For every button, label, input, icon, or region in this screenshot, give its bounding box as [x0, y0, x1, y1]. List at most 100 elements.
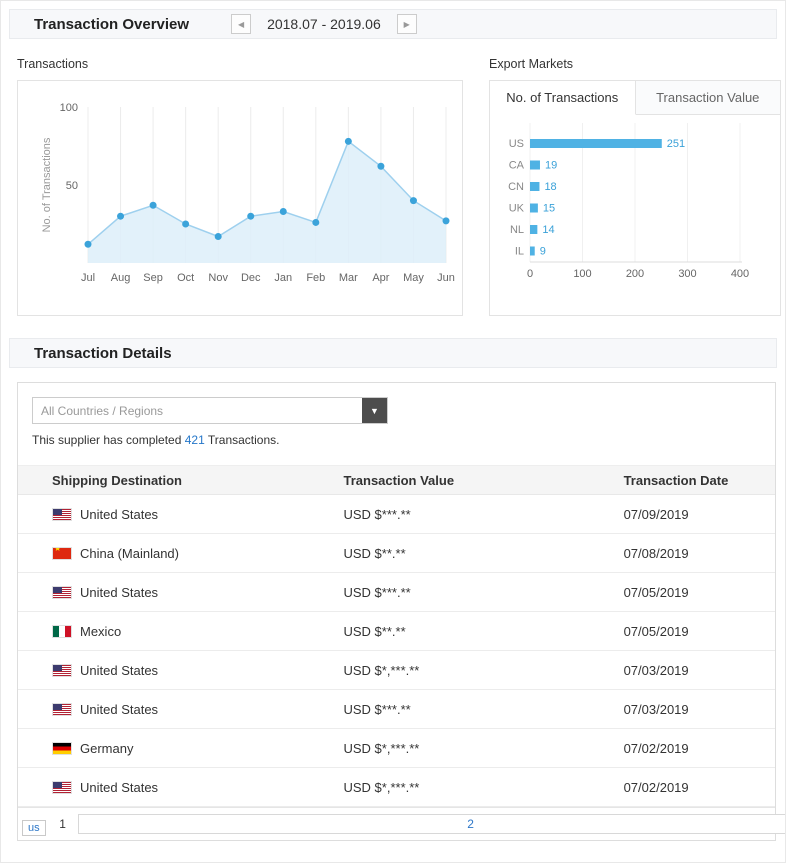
- country-name: United States: [80, 701, 159, 717]
- svg-text:15: 15: [543, 203, 555, 215]
- transaction-value: USD $*,***.**: [343, 650, 624, 690]
- transaction-date: 07/02/2019: [623, 767, 775, 807]
- transactions-summary: This supplier has completed 421 Transact…: [32, 433, 761, 447]
- country-name: Mexico: [80, 623, 122, 639]
- tab-transaction-value[interactable]: Transaction Value: [656, 90, 760, 105]
- country-flag-us: [52, 507, 72, 521]
- svg-text:Nov: Nov: [208, 272, 228, 284]
- summary-suffix: Transactions.: [204, 433, 280, 447]
- svg-text:Apr: Apr: [372, 272, 389, 284]
- transactions-chart-panel: Transactions 50 100 Jul Aug Sep Oct Nov Dec Jan F…: [17, 57, 463, 316]
- details-title: Transaction Details: [34, 344, 172, 362]
- svg-text:9: 9: [540, 246, 546, 258]
- page-button-2[interactable]: 2: [77, 814, 785, 834]
- svg-text:100: 100: [573, 268, 591, 280]
- svg-text:Sep: Sep: [143, 272, 163, 284]
- table-row: Germany USD $*,***.** 07/02/2019: [18, 728, 775, 768]
- svg-text:100: 100: [60, 102, 78, 114]
- table-row: United States USD $***.** 07/03/2019: [18, 689, 775, 729]
- transactions-area-chart: 50 100 Jul Aug Sep Oct Nov Dec Jan Feb Mar Apr May Ju…: [41, 102, 455, 284]
- svg-text:50: 50: [66, 180, 78, 192]
- svg-text:18: 18: [544, 181, 556, 193]
- svg-text:Feb: Feb: [306, 272, 325, 284]
- svg-text:IL: IL: [515, 246, 524, 258]
- country-flag-cn: [52, 546, 72, 560]
- summary-count: 421: [184, 433, 205, 447]
- country-filter-dropdown[interactable]: All Countries / Regions ▼: [32, 397, 388, 424]
- transactions-table: Shipping Destination Transaction Value T…: [18, 465, 775, 807]
- country-flag-us: [52, 780, 72, 794]
- page-title: Transaction Overview: [34, 15, 190, 33]
- summary-prefix: This supplier has completed: [32, 433, 185, 447]
- col-transaction-date: Transaction Date: [623, 465, 775, 495]
- transaction-date: 07/02/2019: [623, 728, 775, 768]
- transaction-value: USD $*,***.**: [343, 767, 624, 807]
- table-header-row: Shipping Destination Transaction Value T…: [18, 465, 775, 495]
- svg-text:CA: CA: [509, 160, 525, 172]
- transaction-value: USD $**.**: [343, 533, 624, 573]
- export-markets-box: No. of Transactions Transaction Value 0 1…: [489, 80, 781, 316]
- transaction-date: 07/03/2019: [623, 689, 775, 729]
- svg-text:19: 19: [545, 160, 557, 172]
- country-flag-us: [52, 702, 72, 716]
- next-period-button[interactable]: ▶: [396, 14, 417, 34]
- transaction-date: 07/08/2019: [623, 533, 775, 573]
- svg-text:14: 14: [542, 224, 554, 236]
- transaction-value: USD $**.**: [343, 611, 624, 651]
- country-flag-us: [52, 585, 72, 599]
- svg-text:CN: CN: [508, 181, 524, 193]
- transaction-value: USD $***.**: [343, 494, 624, 534]
- country-name: United States: [80, 662, 159, 678]
- country-flag-mx: [52, 624, 72, 638]
- svg-text:Oct: Oct: [177, 272, 194, 284]
- transactions-chart-label: Transactions: [17, 57, 89, 71]
- svg-text:Mar: Mar: [339, 272, 358, 284]
- country-name: China (Mainland): [80, 545, 179, 561]
- prev-period-button[interactable]: ◀: [231, 14, 252, 34]
- table-row: United States USD $***.** 07/09/2019: [18, 494, 775, 534]
- date-range-nav: ◀ 2018.07 - 2019.06 ▶: [231, 14, 417, 34]
- country-name: United States: [80, 584, 159, 600]
- pagination-bar: us 1234567...53» Go to Page Go: [18, 807, 785, 840]
- svg-text:Jul: Jul: [81, 272, 95, 284]
- export-markets-panel: Export Markets No. of Transactions Trans…: [489, 57, 781, 316]
- col-shipping-destination: Shipping Destination: [18, 465, 344, 495]
- country-filter-value: All Countries / Regions: [41, 403, 164, 418]
- svg-text:251: 251: [667, 138, 685, 150]
- page-buttons: 1234567...53»: [53, 814, 785, 834]
- details-header: Transaction Details: [9, 338, 777, 368]
- transaction-date: 07/05/2019: [623, 572, 775, 612]
- country-name: United States: [80, 779, 159, 795]
- country-name: United States: [80, 506, 159, 522]
- export-markets-label: Export Markets: [489, 57, 574, 71]
- svg-text:200: 200: [626, 268, 644, 280]
- svg-text:UK: UK: [509, 203, 525, 215]
- svg-text:May: May: [403, 272, 424, 284]
- table-row: United States USD $*,***.** 07/03/2019: [18, 650, 775, 690]
- country-flag-de: [52, 741, 72, 755]
- table-row: United States USD $***.** 07/05/2019: [18, 572, 775, 612]
- col-transaction-value: Transaction Value: [343, 465, 624, 495]
- page-current: 1: [59, 817, 66, 831]
- svg-text:Jun: Jun: [437, 272, 455, 284]
- transaction-date: 07/05/2019: [623, 611, 775, 651]
- table-row: United States USD $*,***.** 07/02/2019: [18, 767, 775, 807]
- svg-text:No. of Transactions: No. of Transactions: [41, 137, 53, 232]
- transactions-chart-box: 50 100 Jul Aug Sep Oct Nov Dec Jan Feb Mar Apr May Ju…: [17, 80, 463, 316]
- status-link-preview: us: [22, 820, 46, 836]
- transaction-value: USD $***.**: [343, 572, 624, 612]
- country-name: Germany: [80, 740, 134, 756]
- details-box: All Countries / Regions ▼ This supplier …: [17, 382, 785, 841]
- svg-text:Jan: Jan: [274, 272, 292, 284]
- chevron-down-icon: ▼: [362, 398, 387, 423]
- export-markets-bar-chart: 0 100 200 300 400 US 251 CA 19 CN 18 UK 15 NL 14 IL 9: [508, 123, 749, 280]
- date-range-label: 2018.07 - 2019.06: [267, 16, 381, 32]
- transaction-date: 07/09/2019: [623, 494, 775, 534]
- svg-text:US: US: [509, 138, 524, 150]
- tab-no-of-transactions[interactable]: No. of Transactions: [490, 81, 636, 115]
- charts-row: Transactions 50 100 Jul Aug Sep Oct Nov Dec Jan F…: [9, 57, 781, 316]
- svg-text:Aug: Aug: [111, 272, 131, 284]
- table-row: China (Mainland) USD $**.**07/08/2019: [18, 533, 775, 573]
